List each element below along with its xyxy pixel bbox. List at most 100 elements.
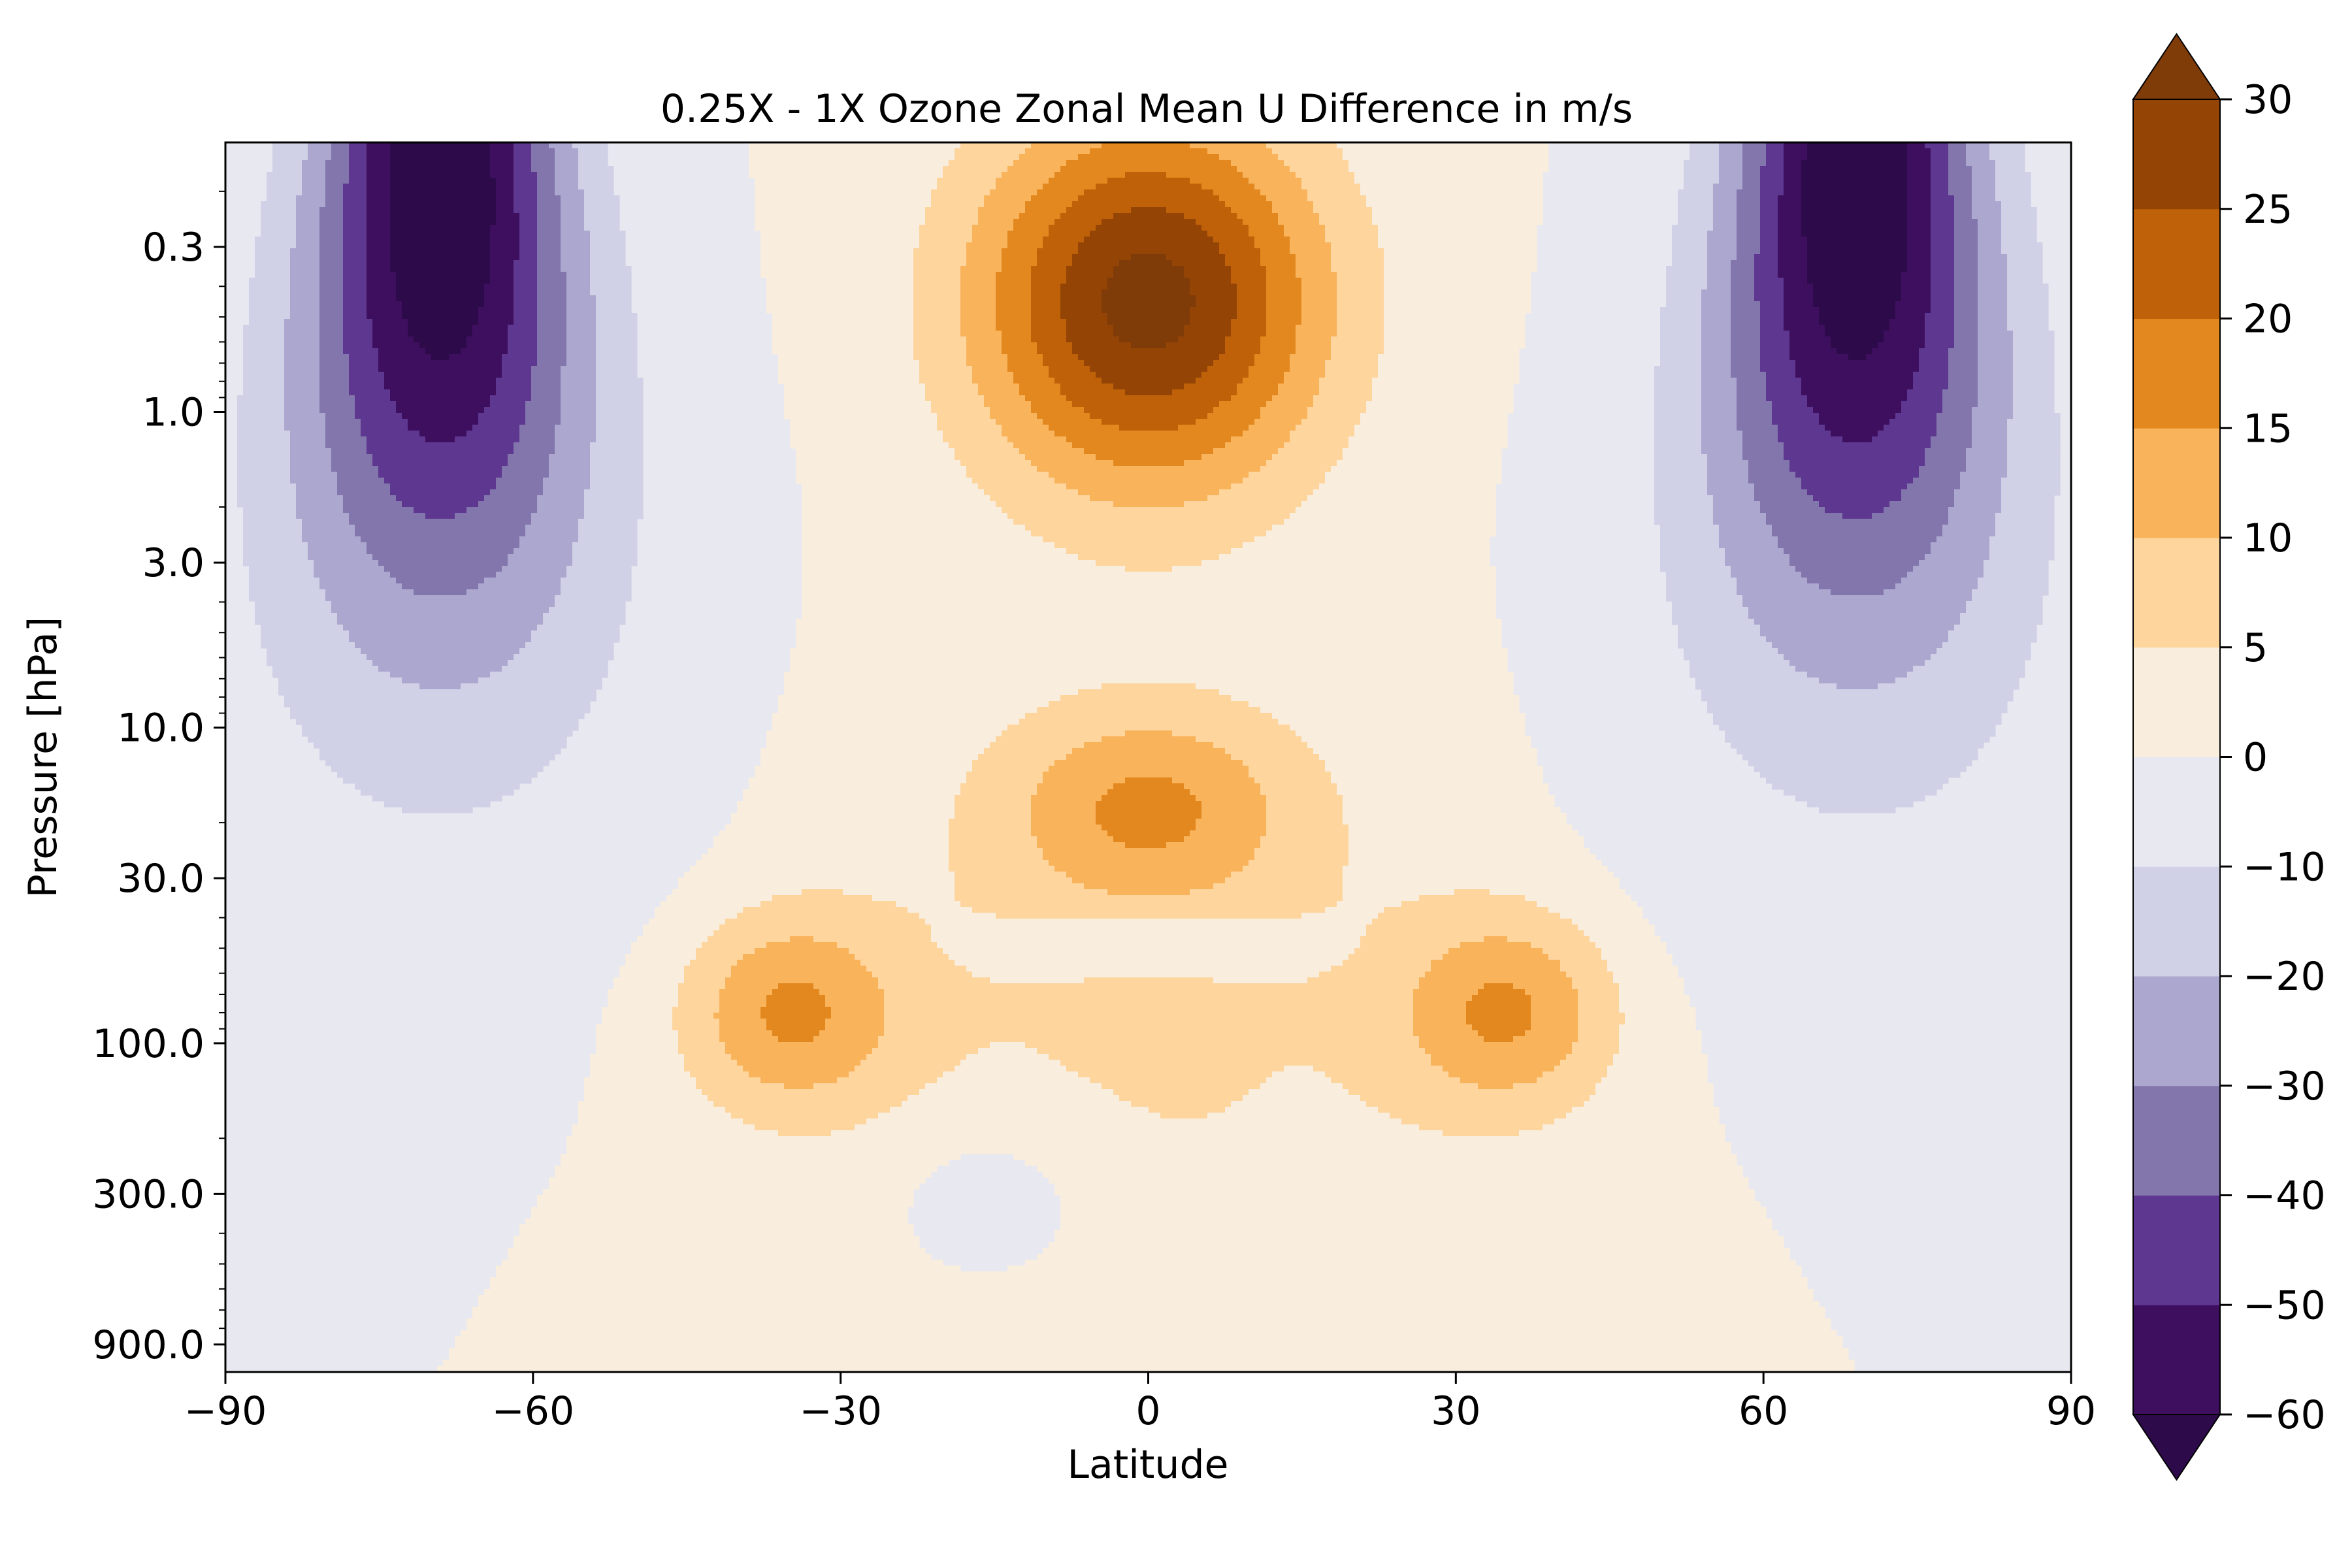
contour-cell (1913, 566, 1984, 572)
contour-cell (1066, 395, 1232, 402)
contour-cell (1737, 207, 1761, 214)
contour-cell (943, 1071, 1079, 1078)
contour-cell (1196, 825, 1267, 831)
contour-cell (367, 301, 402, 308)
contour-cell (1978, 348, 2014, 355)
contour-cell (1590, 936, 1661, 943)
contour-cell (719, 1030, 773, 1037)
contour-cell (1931, 231, 1955, 237)
contour-cell (2007, 254, 2043, 261)
contour-cell (1348, 436, 1508, 443)
contour-cell (913, 260, 967, 267)
contour-cell (578, 178, 614, 184)
contour-cell (319, 378, 350, 384)
contour-cell (796, 454, 955, 461)
contour-cell (1296, 348, 1331, 355)
contour-cell (1031, 401, 1073, 408)
contour-cell (590, 289, 632, 296)
contour-cell (1654, 466, 1708, 472)
contour-cell (461, 1330, 1837, 1337)
contour-cell (1078, 554, 1220, 561)
contour-cell (1313, 201, 1367, 208)
contour-cell (1760, 507, 1825, 514)
contour-cell (972, 366, 1008, 372)
contour-cell (1013, 160, 1067, 167)
contour-cell (1807, 142, 1908, 149)
contour-cell (737, 801, 955, 808)
contour-cell (1337, 331, 1384, 337)
contour-cell (343, 495, 397, 502)
contour-cell (319, 231, 344, 237)
contour-cell (1801, 207, 1908, 214)
contour-cell (766, 1001, 826, 1007)
contour-cell (1219, 242, 1255, 249)
contour-cell (355, 783, 520, 790)
contour-cell (1384, 348, 1520, 355)
contour-cell (1819, 583, 1896, 590)
contour-cell (537, 342, 567, 349)
contour-cell (343, 207, 367, 214)
contour-cell (1343, 448, 1502, 455)
contour-cell (1666, 578, 1737, 584)
contour-cell (1784, 142, 1808, 149)
contour-cell (537, 260, 561, 267)
contour-cell (1531, 995, 1578, 1002)
contour-cell (1737, 589, 1831, 596)
contour-cell (996, 419, 1043, 425)
contour-cell (1978, 289, 2008, 296)
contour-cell (1037, 413, 1090, 419)
contour-cell (1666, 289, 1702, 296)
contour-cell (1925, 448, 1967, 455)
contour-cell (1925, 331, 1955, 337)
contour-cell (725, 825, 949, 831)
contour-cell (766, 1019, 826, 1025)
contour-cell (1213, 883, 1343, 890)
contour-cell (378, 348, 426, 355)
contour-cell (367, 266, 391, 272)
contour-cell (1372, 378, 1520, 384)
contour-cell (872, 1048, 979, 1054)
y-tick-label: 300.0 (92, 1171, 204, 1217)
contour-cell (1466, 1007, 1531, 1013)
contour-cell (984, 195, 1032, 202)
colorbar-tick-label: 0 (2243, 735, 2268, 781)
y-tick-label: 900.0 (92, 1322, 204, 1368)
contour-cell (296, 207, 320, 214)
contour-cell (1778, 425, 1825, 431)
contour-cell (778, 354, 914, 361)
contour-cell (1660, 560, 1725, 566)
contour-cell (978, 754, 1067, 760)
contour-cell (1778, 213, 1802, 220)
contour-cell (837, 942, 938, 949)
contour-cell (1107, 319, 1190, 325)
contour-cell (796, 619, 1502, 625)
contour-cell (555, 431, 596, 437)
contour-cell (919, 372, 973, 378)
contour-cell (549, 460, 591, 466)
contour-cell (1002, 730, 1126, 737)
contour-cell (514, 266, 538, 272)
contour-cell (290, 254, 320, 261)
contour-cell (566, 295, 596, 302)
contour-cell (749, 783, 961, 790)
contour-cell (1060, 1060, 1431, 1066)
contour-cell (2007, 472, 2061, 478)
contour-cell (1002, 254, 1037, 261)
contour-cell (966, 342, 1002, 349)
contour-cell (1660, 307, 1702, 314)
contour-cell (296, 201, 326, 208)
contour-cell (796, 472, 967, 478)
contour-cell (949, 442, 1014, 449)
contour-cell (1972, 195, 1996, 202)
contour-cell (966, 466, 1037, 472)
contour-cell (1666, 595, 1743, 602)
contour-cell (778, 707, 1037, 713)
contour-cell (502, 666, 608, 672)
contour-cell (1266, 813, 1343, 819)
contour-cell (1660, 331, 1702, 337)
contour-cell (796, 466, 967, 472)
contour-cell (1654, 395, 1702, 402)
contour-cell (1801, 231, 1908, 237)
contour-cell (590, 248, 626, 255)
contour-cell (1366, 930, 1584, 937)
